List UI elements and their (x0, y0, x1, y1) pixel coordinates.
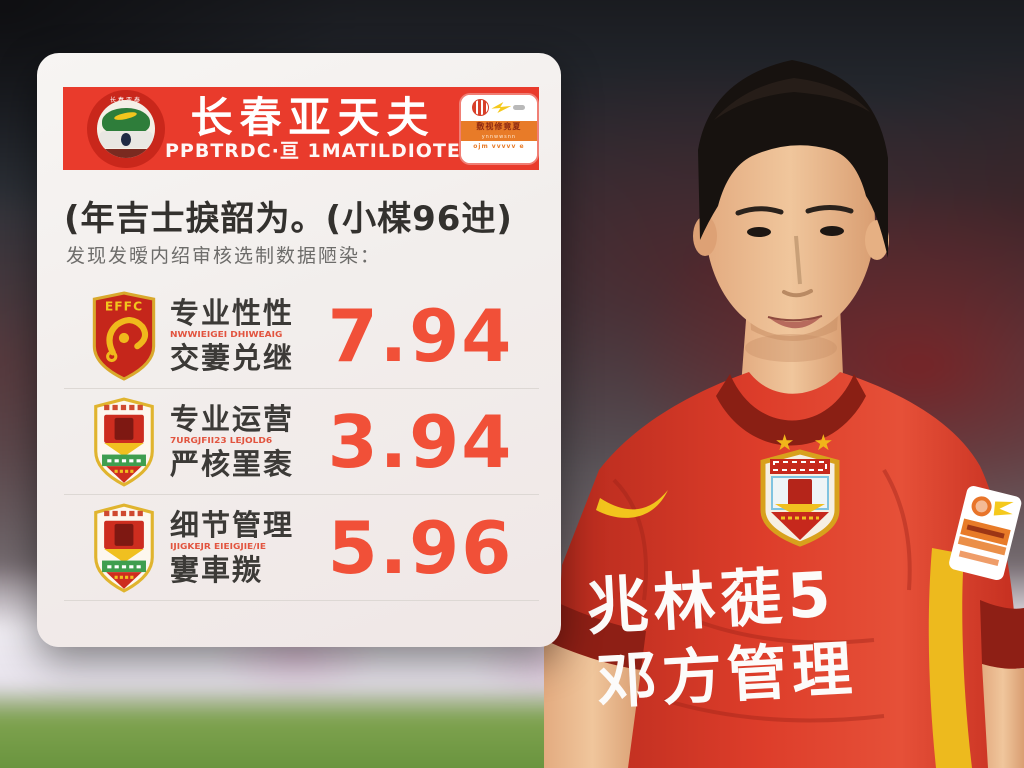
club-badge-lion-icon: EFFC (92, 290, 156, 381)
club-badge-crest-icon (94, 502, 154, 593)
score-label-line1: 专业运营 (170, 401, 295, 436)
sponsor-logo-icon (460, 94, 537, 121)
club-name-latin: PPBTRDC·亘 1MATILDIOTE (165, 139, 461, 162)
left-forearm (544, 640, 641, 768)
club-badge-crest-icon (94, 396, 154, 487)
score-label-line2: 交萋兑继 (170, 341, 295, 375)
sponsor-bottom-text: ojm vvvvv e (460, 140, 537, 163)
club-crest-icon (760, 449, 840, 547)
jersey-side-stripe (928, 548, 972, 768)
card-subtitle: 发现发暧内绍审核选制数据陋染： (66, 245, 382, 267)
stats-card: 长春亚泰 长春亚天夫 PPBTRDC·亘 1MATILDIOTE 敷视修竟夏 y… (37, 53, 561, 647)
club-logo-icon: 长春亚泰 (87, 89, 165, 168)
score-value-3: 5.96 (327, 505, 514, 590)
score-fine-print: IJIGKEJR EIEIGJIE/IE (170, 542, 266, 552)
left-ear (693, 216, 717, 256)
score-row-2: 专业运营 7URGJFII23 LEJOLD6 严核罣袠 3.94 (64, 389, 539, 495)
player-face-features (735, 205, 854, 362)
score-label-line2: 严核罣袠 (170, 447, 295, 481)
score-label-line1: 细节管理 (170, 507, 295, 542)
sponsor-band-subtext: ynnwwsnn (460, 132, 537, 141)
score-row-1-labels: 专业性性 NWWIEIGEI DHIWEAIG 交萋兑继 (170, 295, 302, 375)
jersey-wrinkles (612, 468, 912, 723)
jersey-collar (716, 374, 866, 446)
sleeve-patch-icon (949, 486, 1022, 581)
jersey (548, 372, 1018, 768)
jersey-text-line2: 邓方管理 (595, 634, 858, 718)
score-row-2-labels: 专业运营 7URGJFII23 LEJOLD6 严核罣袠 (170, 401, 302, 481)
card-header-banner: 长春亚泰 长春亚天夫 PPBTRDC·亘 1MATILDIOTE 敷视修竟夏 y… (63, 87, 539, 170)
card-title: (年吉士捩韶为。(小楳96迚) (64, 199, 513, 239)
player-hair (698, 60, 888, 258)
score-row-3: 细节管理 IJIGKEJR EIEIGJIE/IE 寠車羰 5.96 (64, 495, 539, 601)
sponsor-band-text: 敷视修竟夏 (460, 120, 537, 133)
score-fine-print: 7URGJFII23 LEJOLD6 (170, 436, 273, 446)
jersey-text-line1: 兆林蓰5 (585, 558, 838, 644)
score-label-line2: 寠車羰 (170, 553, 264, 587)
right-forearm (982, 664, 1024, 768)
club-logo-inner (97, 99, 155, 158)
score-rows: EFFC 专业性性 NWWIEIGEI DHIWEAIG 交萋兑继 7.94 (64, 283, 539, 601)
score-fine-print: NWWIEIGEI DHIWEAIG (170, 330, 283, 340)
score-row-3-labels: 细节管理 IJIGKEJR EIEIGJIE/IE 寠車羰 (170, 507, 302, 587)
score-label-line1: 专业性性 (170, 295, 295, 330)
player-photo: ★ ★ 兆林蓰5 邓方管理 (544, 0, 1024, 768)
score-row-1: EFFC 专业性性 NWWIEIGEI DHIWEAIG 交萋兑继 7.94 (64, 283, 539, 389)
club-name-block: 长春亚天夫 PPBTRDC·亘 1MATILDIOTE (165, 92, 461, 162)
score-value-1: 7.94 (327, 293, 514, 378)
svg-text:EFFC: EFFC (105, 299, 143, 313)
sponsor-badge-icon: 敷视修竟夏 ynnwwsnn ojm vvvvv e (460, 94, 537, 163)
player-face (705, 108, 875, 336)
right-cuff (980, 600, 1024, 669)
player-illustration: ★ ★ 兆林蓰5 邓方管理 (544, 60, 1024, 768)
nike-swoosh-icon (596, 490, 668, 518)
club-name: 长春亚天夫 (190, 92, 436, 142)
score-value-2: 3.94 (327, 399, 514, 484)
left-cuff (544, 598, 646, 670)
